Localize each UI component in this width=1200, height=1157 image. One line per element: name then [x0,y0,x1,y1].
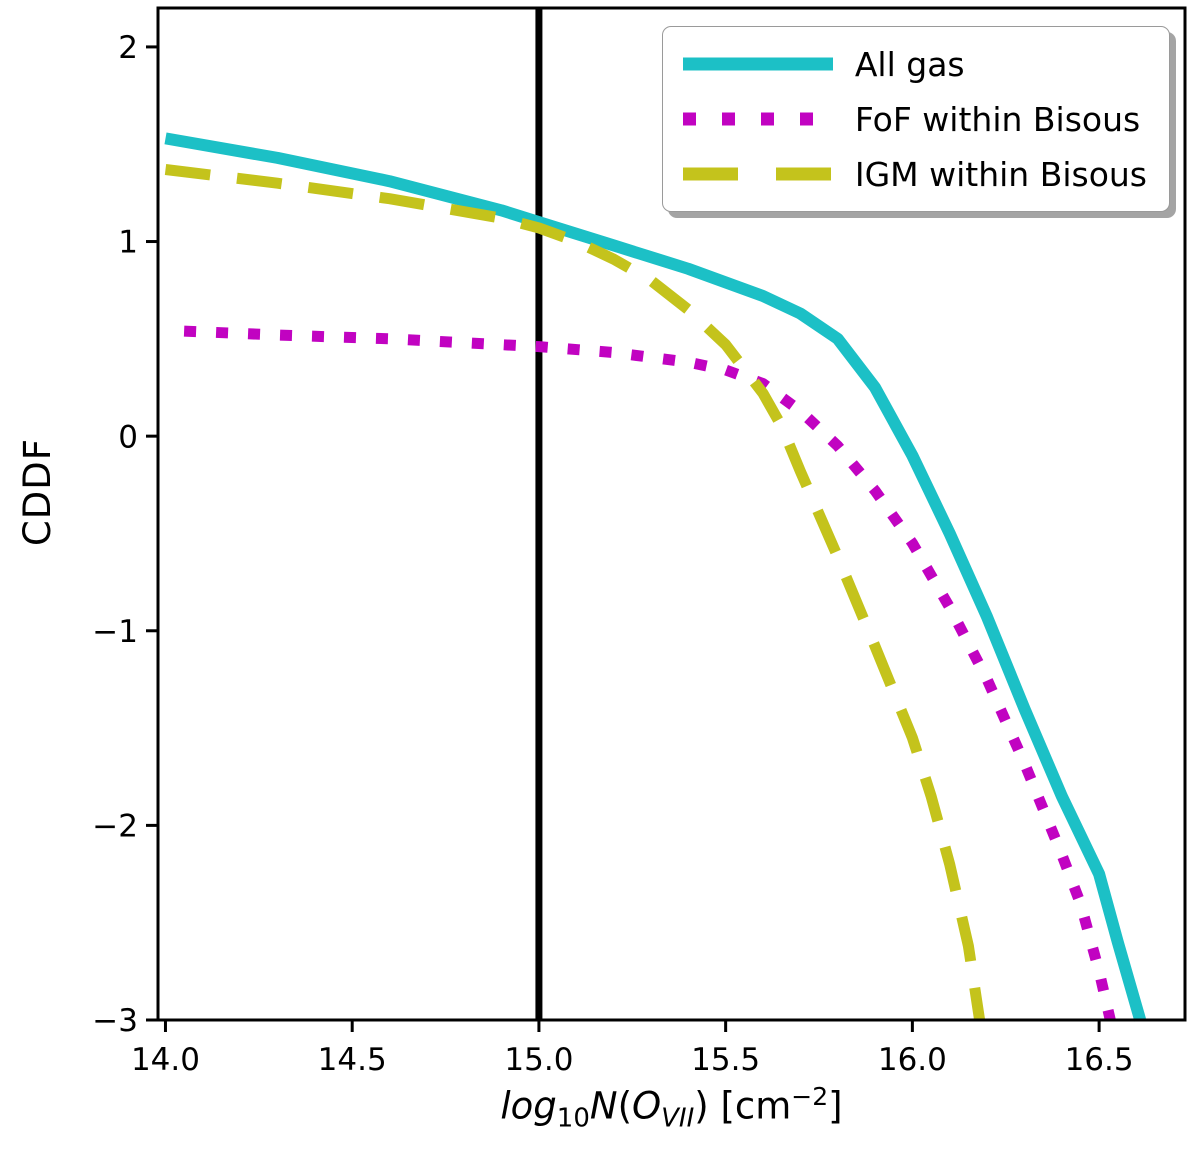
x-tick-label: 15.5 [691,1042,760,1078]
legend-label-igm-within-bisous: IGM within Bisous [854,154,1147,194]
legend-line-igm-within-bisous [682,166,833,182]
xlabel-sub10: 10 [556,1103,590,1134]
xlabel-open-paren: ( [617,1084,633,1128]
legend-line-all-gas [682,56,833,72]
xlabel-N: N [589,1084,618,1128]
x-tick-label: 14.0 [131,1042,200,1078]
legend-item-fof-within-bisous: FoF within Bisous [682,96,1147,142]
series-line-all-gas [164,132,1146,1022]
xlabel-bracket: ] [828,1084,843,1128]
xlabel-log: log [500,1084,557,1128]
y-tick-label: 0 [118,419,138,455]
series-line-fof-within-bisous [183,325,1116,1022]
x-tick-label: 16.0 [878,1042,947,1078]
x-axis-label: log10N(OVII) [cm−2] [158,1082,1185,1134]
x-tick-label: 16.5 [1065,1042,1134,1078]
y-tick-label: −2 [92,809,138,845]
x-tick-label: 15.0 [504,1042,573,1078]
y-axis-label: CDDF [16,438,59,547]
y-tick-label: 1 [118,225,138,261]
legend-item-all-gas: All gas [682,41,1147,87]
y-tick-label: −3 [92,1003,138,1039]
y-tick-label: −1 [92,614,138,650]
xlabel-ovii: VII [661,1103,695,1134]
axes-frame [156,6,1187,1022]
legend-line-fof-within-bisous [682,111,833,127]
xlabel-cm: [cm [708,1084,792,1128]
legend-item-igm-within-bisous: IGM within Bisous [682,151,1147,197]
legend: All gas FoF within Bisous IGM within Bis… [661,26,1170,212]
series-line-igm-within-bisous [164,164,986,1021]
x-tick-label: 14.5 [318,1042,387,1078]
legend-label-all-gas: All gas [854,44,965,84]
xlabel-O: O [632,1084,662,1128]
legend-label-fof-within-bisous: FoF within Bisous [854,99,1141,139]
xlabel-exponent: −2 [791,1082,829,1111]
y-tick-label: 2 [118,30,138,66]
xlabel-close-paren: ) [694,1084,709,1128]
